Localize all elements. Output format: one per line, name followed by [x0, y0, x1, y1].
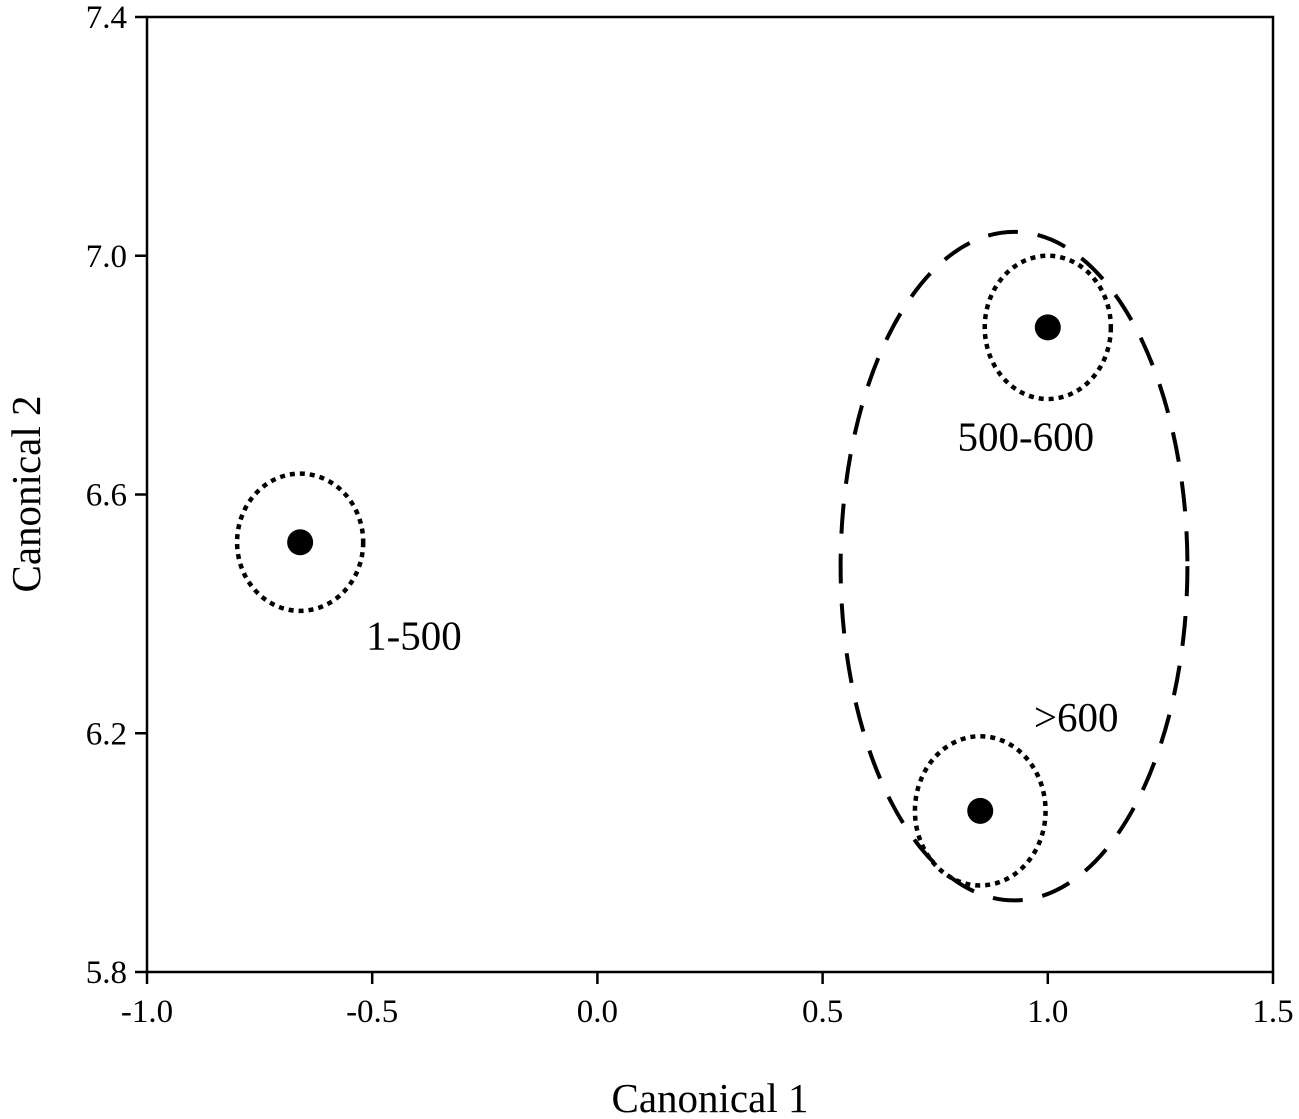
- y-tick-label: 6.6: [86, 478, 127, 514]
- x-tick-label: -1.0: [121, 994, 173, 1030]
- y-tick-label: 7.0: [86, 239, 127, 275]
- data-point: [287, 529, 314, 556]
- x-tick-label: 0.5: [802, 994, 843, 1030]
- point-layer: [287, 314, 1061, 824]
- y-tick-label: 7.4: [86, 0, 127, 36]
- x-tick-label: -0.5: [346, 994, 398, 1030]
- confidence-circle: [234, 471, 366, 614]
- group-label: 500-600: [957, 413, 1094, 459]
- x-axis-ticks: -1.0 -0.5 0.0 0.5 1.0 1.5: [121, 972, 1294, 1030]
- x-tick-label: 0.0: [577, 994, 618, 1030]
- label-layer: 1-500 500-600 >600: [366, 413, 1118, 739]
- x-tick-label: 1.5: [1252, 994, 1293, 1030]
- y-tick-label: 6.2: [86, 716, 127, 752]
- group-label: >600: [1034, 694, 1119, 740]
- plot-frame: [145, 15, 1275, 974]
- x-tick-label: 1.0: [1027, 994, 1068, 1030]
- y-axis-ticks: 5.8 6.2 6.6 7.0 7.4: [86, 0, 147, 991]
- confidence-circle: [912, 733, 1048, 888]
- data-point: [967, 797, 994, 824]
- y-axis-title: Canonical 2: [3, 396, 49, 593]
- y-tick-label: 5.8: [86, 955, 127, 991]
- data-point: [1034, 314, 1061, 341]
- x-axis-title: Canonical 1: [612, 1075, 809, 1119]
- cluster-ellipse: [838, 229, 1190, 903]
- confidence-circle: [982, 253, 1114, 402]
- ellipse-layer: [234, 229, 1190, 903]
- group-label: 1-500: [366, 612, 462, 658]
